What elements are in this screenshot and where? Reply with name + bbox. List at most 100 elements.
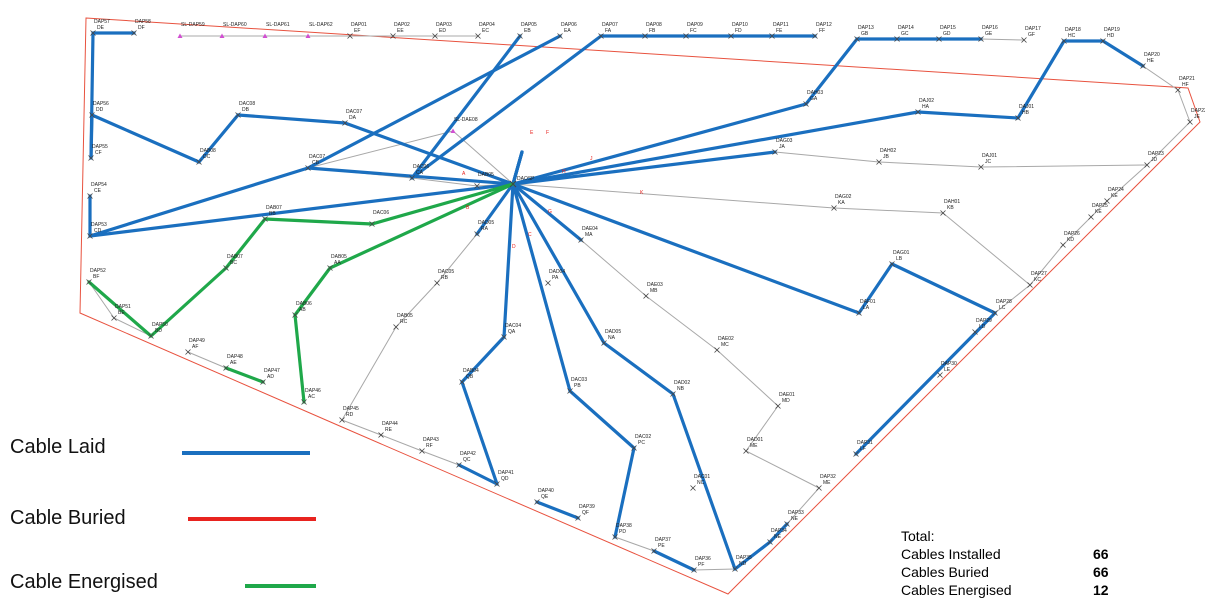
node-code-label: EA [564,28,571,34]
node-code-label: JB [883,154,890,160]
marker-stroke-b [575,515,581,521]
ray-letter: H [562,169,566,175]
marker-stroke-b [1027,282,1033,288]
node-name-label: DAC08 [239,101,255,107]
node-code-label: QA [508,329,516,335]
marker-stroke-b [670,391,676,397]
node-marker-93 [772,149,778,155]
node-code-label: GE [985,31,993,37]
cable-laid-27-0 [460,335,506,384]
node-code-label: FD [735,28,742,34]
node-code-label: MA [585,232,593,238]
marker-stroke-b [876,159,882,165]
node-name-label: DAP04 [479,22,495,28]
node-name-label: DAP02 [394,22,410,28]
cable-unlaid-26-0 [580,239,647,297]
legend-energised-line [245,584,316,588]
marker-stroke-b [915,109,921,115]
node-marker-64 [196,159,202,165]
marker-stroke-b [1100,38,1106,44]
node-code-label: ME [823,480,831,486]
node-name-label: DAP31 [857,440,873,446]
node-marker-96 [831,205,837,211]
cable-energised-8-0 [224,366,265,384]
node-code-label: JE [1194,114,1201,120]
cable-unlaid-37-0 [421,450,460,466]
marker-stroke-b [434,280,440,286]
cable-unlaid-27-0 [645,295,718,351]
cable-unlaid-13-0 [1177,89,1191,123]
marker-stroke-b [305,165,311,171]
cable-unlaid-19-0 [994,284,1031,314]
marker-stroke-b [940,210,946,216]
node-name-label: DAP19 [1104,27,1120,33]
node-code-label: CD [94,228,102,234]
node-name-label: DAP16 [982,25,998,31]
marker-stroke-b [86,279,92,285]
node-marker-71 [223,265,229,271]
cable-laid-24-0 [890,262,997,315]
cable-laid-36-0 [768,522,789,544]
node-name-label: DAP50 [152,322,168,328]
cable-unlaid-40-0 [88,281,115,319]
installed-value: 66 [1093,546,1109,562]
node-marker-45 [534,499,540,505]
marker-stroke-b [378,432,384,438]
node-code-label: MC [721,342,729,348]
node-marker-67 [409,175,415,181]
marker-stroke-b [474,231,480,237]
ray-letter: B [466,205,470,211]
node-marker-72 [327,265,333,271]
node-code-label: HF [1182,82,1189,88]
node-code-label: EF [354,28,360,34]
marker-stroke-b [714,347,720,353]
legend-laid-line [182,451,310,455]
node-code-label: RC [400,319,408,325]
marker-stroke-b [732,566,738,572]
marker-stroke-b [978,164,984,170]
node-code-label: RE [385,427,393,433]
node-marker-83 [567,388,573,394]
node-marker-89 [690,485,696,491]
node-name-label: DAP40 [538,488,554,494]
node-name-label: DAP14 [898,25,914,31]
node-marker-25 [1140,63,1146,69]
marker-stroke-b [339,417,345,423]
marker-stroke-b [301,399,307,405]
marker-stroke-b [1144,162,1150,168]
node-name-label: DAC07 [309,154,325,160]
node-code-label: BF [93,274,99,280]
legend-energised-label: Cable Energised [10,571,158,593]
node-name-label: DAC05 [438,269,454,275]
node-code-label: AA [334,260,341,266]
marker-stroke-b [683,33,689,39]
node-code-label: DB [242,107,250,113]
node-marker-49 [378,432,384,438]
marker-stroke-b [90,30,96,36]
marker-stroke-b [816,485,822,491]
node-name-label: DAP15 [940,25,956,31]
node-name-label: DAP52 [90,268,106,274]
node-marker-41 [691,567,697,573]
node-code-label: EB [524,28,531,34]
node-code-label: PA [552,275,559,281]
node-code-label: FA [605,28,612,34]
cable-unlaid-51-0 [980,38,1025,41]
node-marker-1 [131,30,137,36]
node-name-label: DAP58 [135,19,151,25]
node-code-label: QD [501,476,509,482]
node-code-label: DC [203,154,211,160]
marker-stroke-b [831,205,837,211]
node-marker-17 [812,33,818,39]
node-name-label: DAP30 [941,361,957,367]
node-code-label: FB [649,28,656,34]
cable-unlaid-30-0 [745,450,820,489]
marker-stroke-b [1061,38,1067,44]
node-code-label: ME [750,443,758,449]
marker-stroke-b [1140,63,1146,69]
node-code-label: MB [650,288,658,294]
marker-stroke-b [223,365,229,371]
marker-stroke-b [327,265,333,271]
cable-unlaid-39-0 [693,568,736,571]
node-marker-0 [90,30,96,36]
